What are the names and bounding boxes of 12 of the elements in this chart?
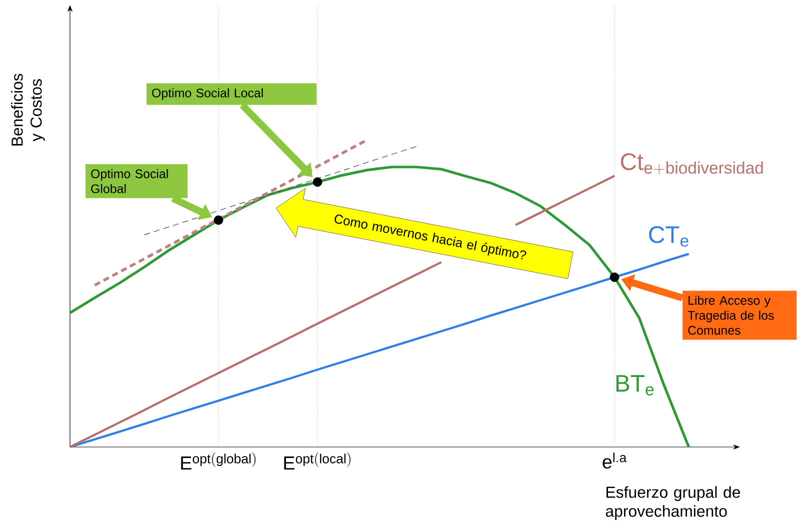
- x-tick-label: $\mathrm{E}^{\mathrm{opt(local)}}$: [284, 452, 350, 470]
- series-label: $\mathrm{CT}_{\mathrm{e}}$: [649, 226, 688, 247]
- text: Optimo Social Local: [152, 88, 263, 100]
- annotation: Optimo Social Global: [91, 169, 168, 194]
- x-tick-label: $\mathrm{e}^{\mathrm{l.a}}$: [602, 452, 627, 469]
- y-axis-title: Beneficios y Costos: [11, 74, 45, 146]
- annotation: Libre Acceso y Tragedia de los Comunes: [688, 296, 774, 335]
- series-label: $\mathrm{Ct}_{\mathrm{e+biodiversidad}}$: [620, 153, 763, 175]
- annotation: Como movernos hacia el óptimo?: [334, 214, 526, 260]
- x-axis-title: Esfuerzo grupal de aprovechamiento: [606, 486, 740, 520]
- series-label: $\mathrm{BT}_{\mathrm{e}}$: [616, 375, 654, 396]
- x-tick-label: $\mathrm{E}^{\mathrm{opt(global)}}$: [181, 452, 256, 470]
